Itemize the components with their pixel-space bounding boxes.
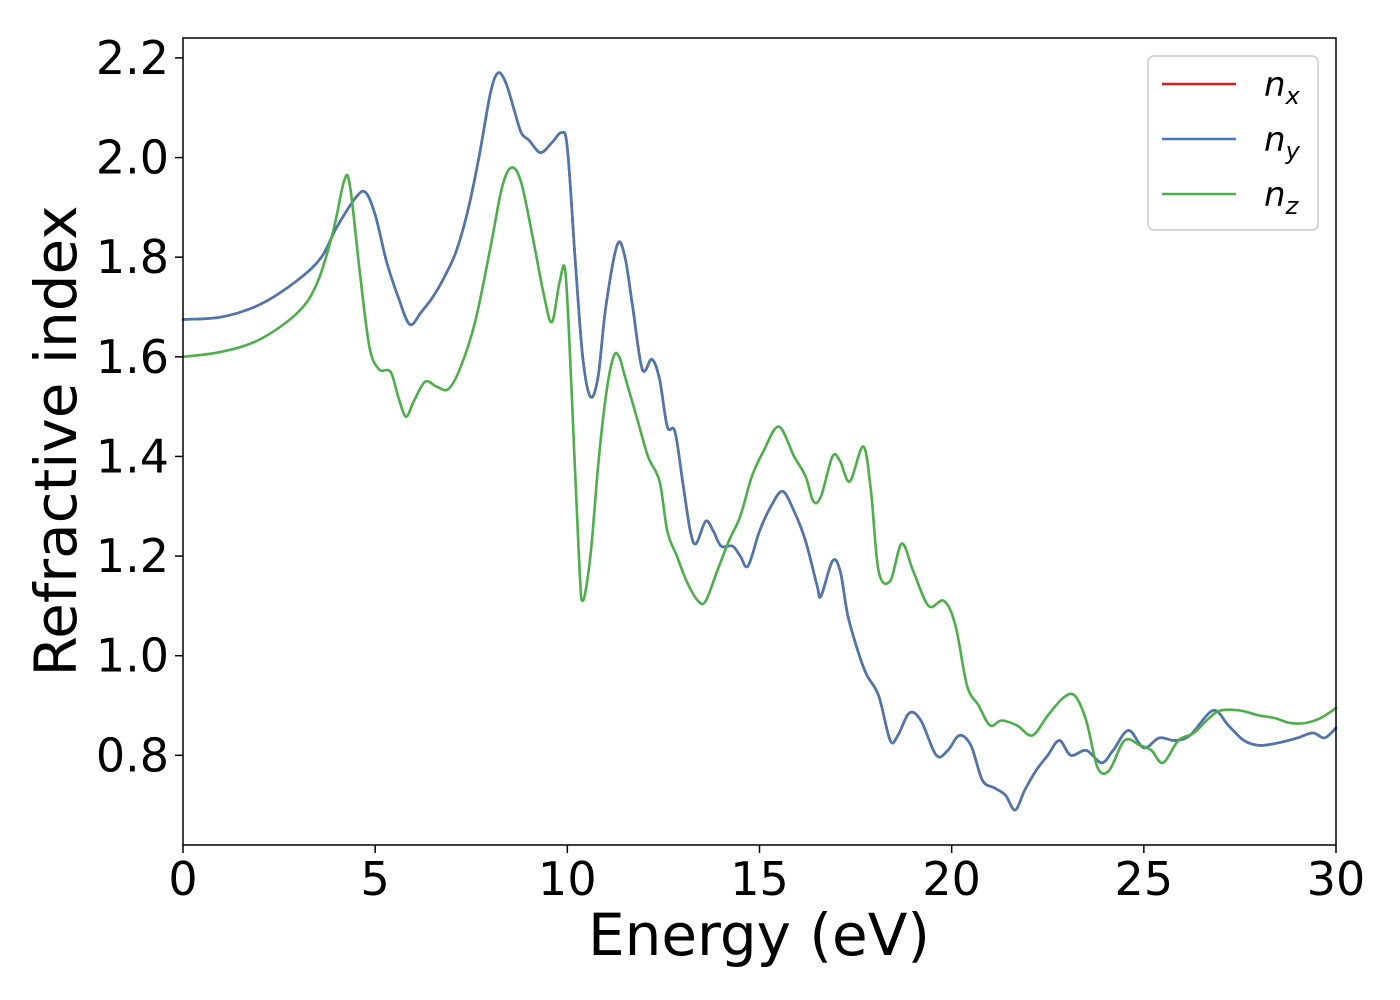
y-tick-label: 1.2 [96, 529, 169, 583]
series-layer [181, 71, 1338, 812]
legend-label-nx: nx [1264, 65, 1301, 110]
y-tick-label: 1.6 [96, 330, 169, 384]
y-tick-label: 1.4 [96, 429, 169, 483]
legend: nx ny nz [1147, 55, 1319, 231]
x-tick-label: 20 [922, 852, 981, 906]
series-line-ny [181, 71, 1338, 812]
x-tick-label: 5 [361, 852, 390, 906]
y-tick-label: 0.8 [96, 728, 169, 782]
y-axis-title: Refractive index [22, 205, 90, 676]
y-tick-label: 2.2 [96, 31, 169, 85]
series-line-nz [181, 166, 1338, 776]
legend-label-nz: nz [1264, 175, 1300, 220]
y-tick-label: 1.0 [96, 629, 169, 683]
x-tick-label: 15 [730, 852, 789, 906]
legend-label-ny: ny [1264, 120, 1301, 165]
legend-box [1147, 55, 1319, 231]
y-tick-label: 2.0 [96, 131, 169, 185]
y-tick-label: 1.8 [96, 230, 169, 284]
x-tick-label: 0 [168, 852, 197, 906]
y-axis-ticks: 0.8 1.0 1.2 1.4 1.6 1.8 2.0 2.2 [96, 31, 183, 782]
x-tick-label: 30 [1307, 852, 1366, 906]
x-tick-label: 10 [538, 852, 597, 906]
x-axis-title: Energy (eV) [588, 901, 930, 969]
x-axis-ticks: 0 5 10 15 20 25 30 [168, 845, 1365, 906]
legend-entries: nx ny nz [1162, 65, 1301, 220]
x-tick-label: 25 [1115, 852, 1174, 906]
